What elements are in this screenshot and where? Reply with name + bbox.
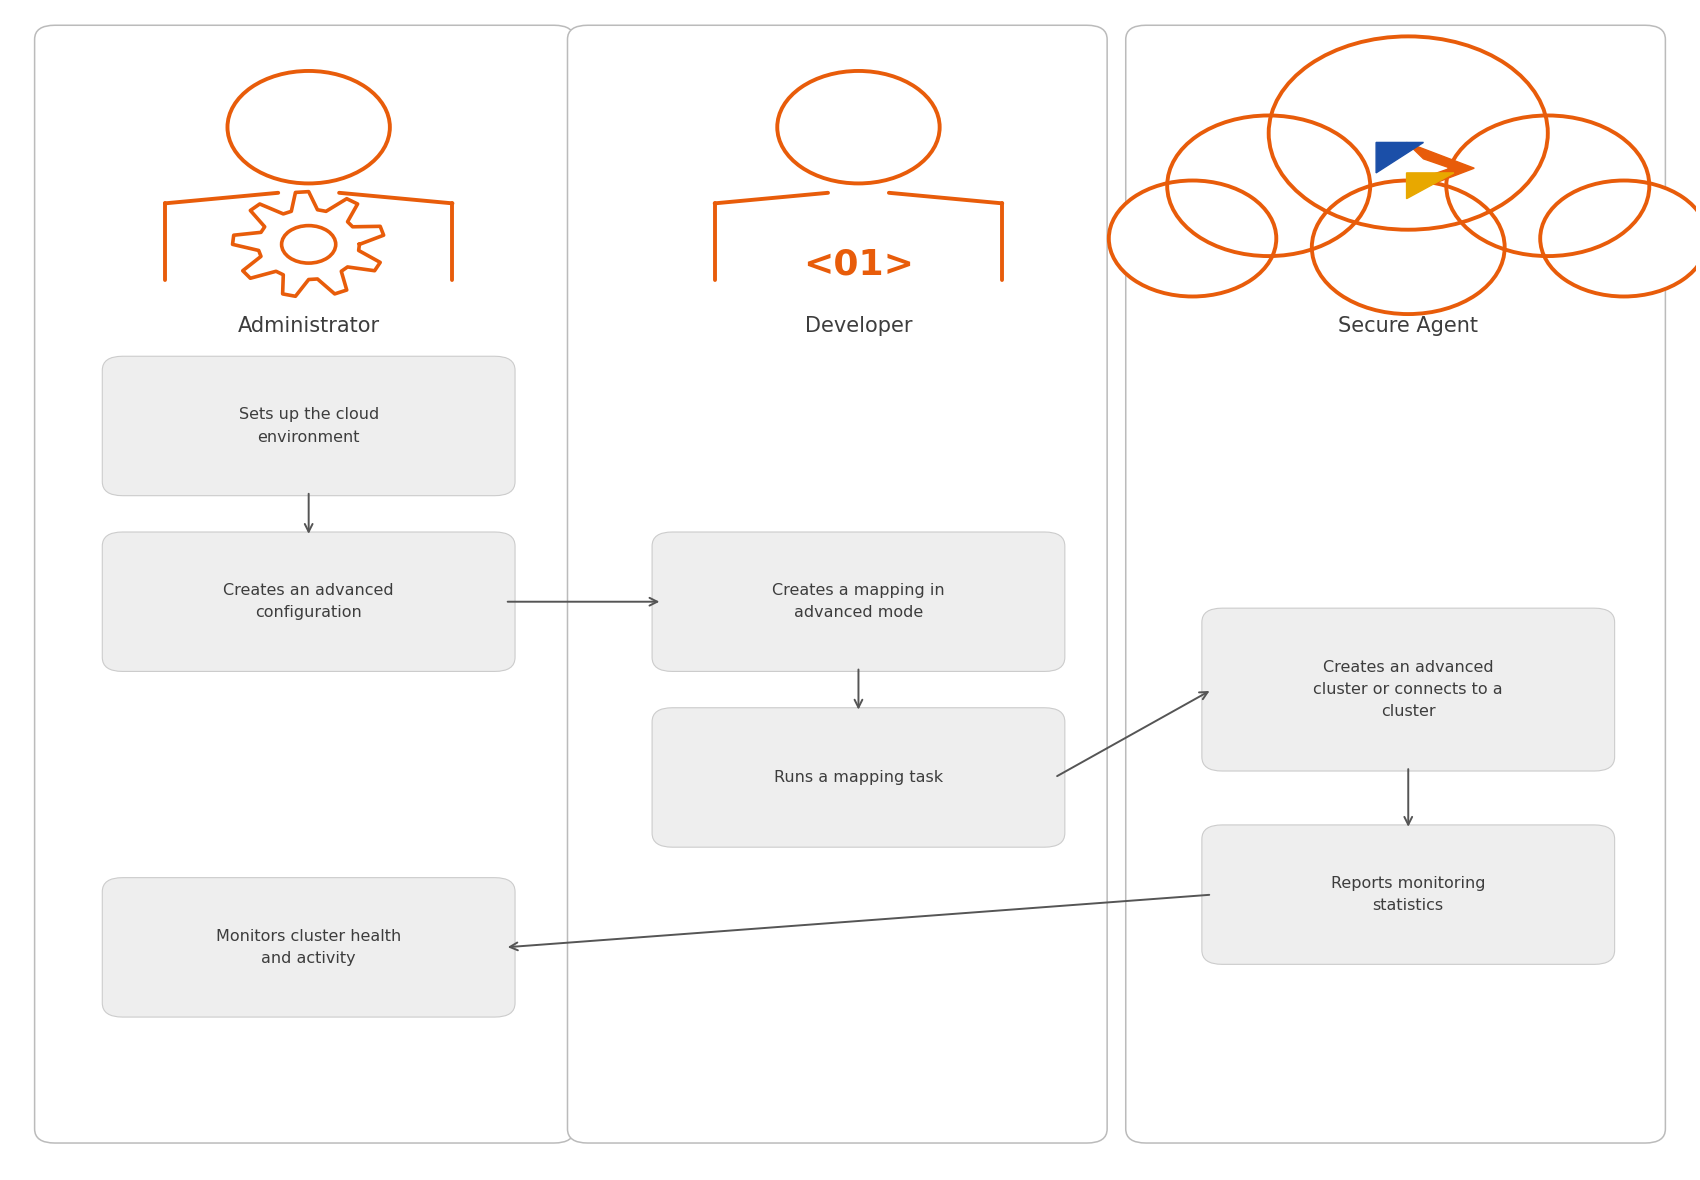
FancyBboxPatch shape	[1202, 825, 1615, 964]
Text: Runs a mapping task: Runs a mapping task	[774, 771, 944, 785]
Circle shape	[1168, 116, 1370, 256]
Circle shape	[1108, 181, 1277, 296]
Circle shape	[1268, 37, 1547, 230]
FancyBboxPatch shape	[653, 708, 1064, 847]
FancyBboxPatch shape	[102, 878, 515, 1017]
Text: Creates a mapping in
advanced mode: Creates a mapping in advanced mode	[772, 583, 945, 621]
Text: Administrator: Administrator	[238, 316, 379, 336]
Polygon shape	[1406, 143, 1474, 194]
FancyBboxPatch shape	[102, 356, 515, 496]
FancyBboxPatch shape	[34, 25, 575, 1143]
Text: Creates an advanced
cluster or connects to a
cluster: Creates an advanced cluster or connects …	[1314, 660, 1503, 720]
Circle shape	[1447, 116, 1649, 256]
Text: <01>: <01>	[802, 248, 915, 281]
FancyBboxPatch shape	[1202, 608, 1615, 771]
FancyBboxPatch shape	[1125, 25, 1666, 1143]
Text: Developer: Developer	[804, 316, 913, 336]
Text: Reports monitoring
statistics: Reports monitoring statistics	[1331, 876, 1486, 913]
Text: Sets up the cloud
environment: Sets up the cloud environment	[238, 407, 379, 445]
Text: Secure Agent: Secure Agent	[1338, 316, 1479, 336]
FancyBboxPatch shape	[568, 25, 1107, 1143]
Text: Creates an advanced
configuration: Creates an advanced configuration	[223, 583, 394, 621]
FancyBboxPatch shape	[653, 532, 1064, 671]
Polygon shape	[1406, 173, 1454, 198]
FancyBboxPatch shape	[102, 532, 515, 671]
Circle shape	[1540, 181, 1700, 296]
Circle shape	[1312, 181, 1504, 314]
Text: Monitors cluster health
and activity: Monitors cluster health and activity	[216, 929, 401, 966]
Polygon shape	[1375, 143, 1423, 173]
